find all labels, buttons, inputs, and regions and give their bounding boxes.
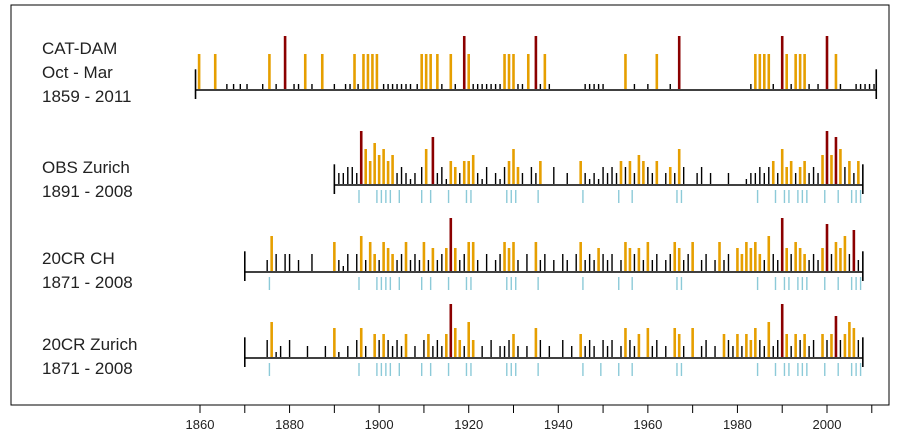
x-tick-label: 1900: [365, 417, 394, 432]
row-label-20cr-zurich: 20CR Zurich 1871 - 2008: [42, 335, 137, 378]
row-label-line: 1871 - 2008: [42, 273, 133, 292]
timeline-row: [243, 304, 864, 376]
row-label-20cr-ch: 20CR CH 1871 - 2008: [42, 249, 133, 292]
row-label-line: 1859 - 2011: [42, 87, 131, 106]
x-tick-label: 1860: [186, 417, 215, 432]
row-label-line: 1891 - 2008: [42, 182, 133, 201]
plot-frame: [10, 4, 890, 406]
row-label-cat-dam: CAT-DAM Oct - Mar 1859 - 2011: [42, 39, 131, 106]
event-marks: [194, 36, 878, 376]
timeline-row: [194, 36, 878, 99]
row-label-line: 20CR CH: [42, 249, 115, 268]
x-tick-label: 1980: [723, 417, 752, 432]
timeline-row: [243, 218, 864, 290]
x-tick-label: 1880: [275, 417, 304, 432]
row-label-line: 1871 - 2008: [42, 359, 133, 378]
row-label-line: 20CR Zurich: [42, 335, 137, 354]
x-tick-label: 1940: [544, 417, 573, 432]
timeline-row: [333, 131, 864, 203]
x-tick-label: 2000: [813, 417, 842, 432]
row-label-line: CAT-DAM: [42, 39, 117, 58]
row-label-obs-zurich: OBS Zurich 1891 - 2008: [42, 158, 133, 201]
x-axis: 1860 1880 1900 1920 1940 1960 1980 2000: [186, 405, 873, 432]
x-tick-label: 1920: [454, 417, 483, 432]
row-label-line: OBS Zurich: [42, 158, 130, 177]
row-label-line: Oct - Mar: [42, 63, 113, 82]
x-tick-label: 1960: [633, 417, 662, 432]
